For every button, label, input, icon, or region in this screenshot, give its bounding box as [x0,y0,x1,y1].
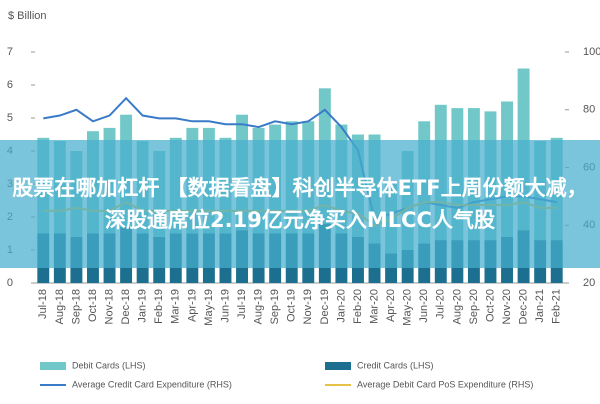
x-tick-label: Oct-18 [87,289,99,322]
legend-label: Average Debit Card PoS Expenditure (RHS) [357,379,533,389]
x-tick-label: May-19 [203,289,215,326]
x-tick-label: Mar-19 [170,289,182,324]
legend-label: Debit Cards (LHS) [72,360,146,370]
y-tick-label: 7 [7,46,13,58]
x-tick-label: Oct-20 [484,289,496,322]
x-tick-label: Jul-19 [236,289,248,319]
x-tick-label: Jun-20 [418,289,430,323]
x-tick-label: Jan-19 [137,289,149,323]
x-tick-label: Feb-20 [352,289,364,324]
x-tick-label: Dec-18 [120,289,132,324]
y-axis-label: $ Billion [8,10,47,22]
x-tick-label: Dec-19 [319,289,331,324]
x-tick-label: Jul-20 [435,289,447,319]
legend-swatch [325,362,351,370]
y-tick-label: 0 [7,277,13,289]
y2-tick-label: 80 [583,104,595,116]
x-tick-label: Jan-21 [534,289,546,323]
x-tick-label: Jun-19 [219,289,231,323]
x-tick-label: Sep-18 [70,289,82,324]
x-tick-label: Mar-20 [368,289,380,324]
legend-label: Credit Cards (LHS) [357,360,434,370]
y-tick-label: 6 [7,79,13,91]
x-tick-label: Oct-19 [286,289,298,322]
x-tick-label: Jul-18 [37,289,49,319]
x-tick-label: Aug-19 [253,289,265,324]
banner: 股票在哪加杠杆 【数据看盘】科创半导体ETF上周份额大减，深股通席位2.19亿元… [0,140,600,268]
x-tick-label: Dec-20 [518,289,530,324]
x-tick-label: Aug-18 [54,289,66,324]
x-tick-label: Nov-19 [302,289,314,324]
y2-tick-label: 100 [583,46,600,58]
x-tick-label: Nov-18 [103,289,115,324]
x-tick-label: Nov-20 [501,289,513,324]
x-tick-label: Jan-20 [335,289,347,323]
bar [385,253,398,283]
y2-tick-label: 20 [583,277,595,289]
x-tick-label: Feb-21 [551,289,563,324]
legend-swatch [40,362,66,370]
x-tick-label: Sep-20 [468,289,480,324]
x-tick-label: Aug-20 [451,289,463,324]
x-tick-label: Sep-19 [269,289,281,324]
y-tick-label: 5 [7,112,13,124]
legend-label: Average Credit Card Expenditure (RHS) [72,379,232,389]
x-tick-label: Apr-19 [186,289,198,322]
x-tick-label: Feb-19 [153,289,165,324]
x-tick-label: Apr-20 [385,289,397,322]
x-tick-label: May-20 [402,289,414,326]
